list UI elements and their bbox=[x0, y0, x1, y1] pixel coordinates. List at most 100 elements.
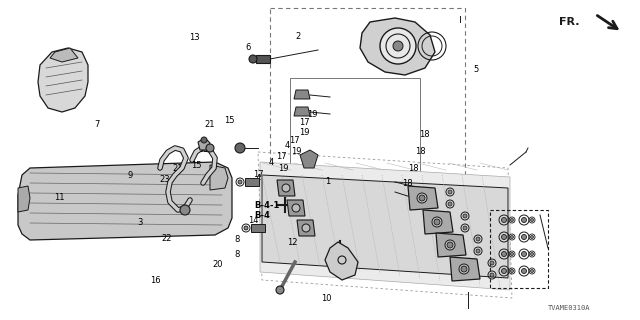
Text: 17: 17 bbox=[276, 152, 287, 161]
Circle shape bbox=[419, 195, 425, 201]
Polygon shape bbox=[325, 242, 358, 280]
Circle shape bbox=[380, 28, 416, 64]
Circle shape bbox=[463, 226, 467, 230]
Text: 11: 11 bbox=[54, 193, 65, 202]
Circle shape bbox=[502, 268, 506, 274]
Polygon shape bbox=[198, 138, 210, 150]
Polygon shape bbox=[294, 107, 310, 116]
Circle shape bbox=[445, 240, 455, 250]
Circle shape bbox=[531, 252, 534, 255]
Polygon shape bbox=[277, 180, 295, 196]
Circle shape bbox=[180, 205, 190, 215]
Polygon shape bbox=[360, 18, 435, 75]
Text: 23: 23 bbox=[198, 145, 209, 154]
Polygon shape bbox=[260, 162, 510, 290]
Circle shape bbox=[432, 217, 442, 227]
Circle shape bbox=[447, 242, 453, 248]
Circle shape bbox=[511, 236, 513, 238]
Circle shape bbox=[417, 193, 427, 203]
Polygon shape bbox=[18, 186, 30, 212]
Circle shape bbox=[448, 202, 452, 206]
Text: 10: 10 bbox=[321, 294, 332, 303]
Polygon shape bbox=[300, 150, 318, 168]
Text: FR.: FR. bbox=[559, 17, 580, 27]
Circle shape bbox=[461, 266, 467, 272]
Polygon shape bbox=[50, 48, 78, 62]
Circle shape bbox=[531, 236, 534, 238]
Text: 4: 4 bbox=[256, 174, 261, 183]
Bar bbox=[490, 210, 548, 288]
Bar bbox=[270, 8, 465, 193]
Circle shape bbox=[531, 269, 534, 273]
Circle shape bbox=[238, 180, 242, 184]
Text: 17: 17 bbox=[289, 136, 300, 145]
Text: B-4: B-4 bbox=[255, 211, 271, 220]
Bar bbox=[290, 78, 420, 178]
Circle shape bbox=[459, 264, 469, 274]
Text: 21: 21 bbox=[173, 164, 183, 173]
Polygon shape bbox=[210, 165, 228, 190]
Circle shape bbox=[522, 252, 527, 257]
Text: 14: 14 bbox=[248, 216, 259, 225]
Circle shape bbox=[522, 218, 527, 222]
Text: 2: 2 bbox=[295, 32, 300, 41]
Polygon shape bbox=[287, 200, 305, 216]
Circle shape bbox=[476, 249, 480, 253]
Circle shape bbox=[448, 190, 452, 194]
Circle shape bbox=[522, 268, 527, 274]
Text: 4: 4 bbox=[269, 158, 274, 167]
Bar bbox=[256, 55, 270, 63]
Polygon shape bbox=[423, 210, 453, 234]
Text: 19: 19 bbox=[291, 147, 301, 156]
Polygon shape bbox=[262, 175, 508, 278]
Text: 18: 18 bbox=[402, 180, 413, 188]
Circle shape bbox=[502, 252, 506, 257]
Circle shape bbox=[522, 235, 527, 239]
Text: 9: 9 bbox=[127, 171, 132, 180]
Polygon shape bbox=[408, 186, 438, 210]
Circle shape bbox=[235, 143, 245, 153]
Text: 17: 17 bbox=[253, 170, 264, 179]
Circle shape bbox=[531, 219, 534, 221]
Bar bbox=[251, 224, 265, 232]
Text: 15: 15 bbox=[191, 161, 201, 170]
Polygon shape bbox=[18, 162, 232, 240]
Circle shape bbox=[206, 144, 214, 152]
Polygon shape bbox=[436, 233, 466, 257]
Bar bbox=[245, 178, 259, 186]
Circle shape bbox=[302, 224, 310, 232]
Text: 18: 18 bbox=[408, 164, 419, 173]
Circle shape bbox=[490, 273, 494, 277]
Text: 18: 18 bbox=[415, 148, 426, 156]
Circle shape bbox=[276, 286, 284, 294]
Text: 18: 18 bbox=[419, 130, 430, 139]
Circle shape bbox=[201, 137, 207, 143]
Text: 15: 15 bbox=[224, 116, 234, 125]
Polygon shape bbox=[450, 257, 480, 281]
Text: 8: 8 bbox=[234, 235, 239, 244]
Circle shape bbox=[292, 204, 300, 212]
Circle shape bbox=[244, 226, 248, 230]
Text: B-4-1: B-4-1 bbox=[255, 201, 280, 210]
Text: 19: 19 bbox=[300, 128, 310, 137]
Circle shape bbox=[282, 184, 290, 192]
Text: 22: 22 bbox=[161, 234, 172, 243]
Polygon shape bbox=[38, 48, 88, 112]
Polygon shape bbox=[297, 220, 315, 236]
Circle shape bbox=[393, 41, 403, 51]
Text: 13: 13 bbox=[189, 33, 199, 42]
Text: 4: 4 bbox=[285, 141, 290, 150]
Circle shape bbox=[490, 261, 494, 265]
Polygon shape bbox=[294, 90, 310, 99]
Text: 16: 16 bbox=[150, 276, 161, 285]
Circle shape bbox=[502, 218, 506, 222]
Circle shape bbox=[511, 252, 513, 255]
Text: 7: 7 bbox=[95, 120, 100, 129]
Text: 21: 21 bbox=[205, 120, 215, 129]
Text: 6: 6 bbox=[246, 43, 251, 52]
Text: 17: 17 bbox=[300, 118, 310, 127]
Text: 3: 3 bbox=[138, 218, 143, 227]
Circle shape bbox=[511, 269, 513, 273]
Circle shape bbox=[463, 214, 467, 218]
Text: 20: 20 bbox=[212, 260, 223, 269]
